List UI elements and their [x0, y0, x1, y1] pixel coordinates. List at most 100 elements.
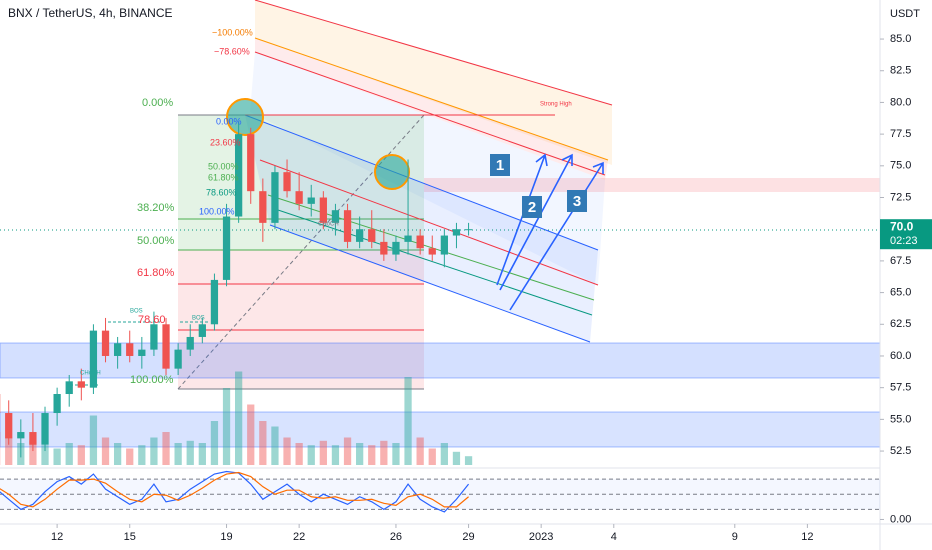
volume-bar [380, 440, 388, 465]
candle-body [343, 210, 352, 242]
badge-label: 1 [496, 157, 504, 174]
candle-body [138, 349, 146, 356]
x-tick-label: 19 [220, 531, 232, 543]
candle-body [5, 413, 13, 439]
y-tick-label: 77.5 [890, 128, 911, 140]
volume-bar [404, 377, 412, 465]
channel-line [271, 207, 593, 316]
marks [0, 121, 473, 465]
volume-bar [29, 440, 37, 465]
candle-body [380, 241, 388, 255]
volume-bar [65, 443, 73, 465]
candle-body [452, 229, 461, 236]
fib-label: 61.80% [208, 172, 239, 182]
arrows [496, 153, 604, 311]
volume-bar [198, 443, 206, 465]
volume-bar [368, 445, 376, 465]
fib-line [254, 51, 606, 176]
x-tick-label: 29 [462, 531, 474, 543]
volume-bar [428, 448, 436, 465]
candle-body [198, 324, 206, 337]
volume-bar [295, 443, 303, 465]
fib-label: 23.60% [210, 137, 241, 147]
x-tick-label: 4 [611, 531, 617, 543]
candle-body [404, 235, 412, 242]
y-tick-label: 52.5 [890, 445, 911, 457]
candle-body [368, 229, 376, 242]
candle-body [113, 343, 122, 356]
volume-bar [331, 445, 340, 465]
volume-bar [210, 421, 219, 465]
fib-zone-top [255, 0, 612, 165]
volume-bar [126, 448, 134, 465]
volume-bar [307, 445, 315, 465]
fib-label: 38.20% [137, 202, 175, 214]
y-tick-label: 57.5 [890, 382, 911, 394]
fib-label: 0.00% [216, 116, 242, 126]
volume-bar [5, 437, 13, 465]
y-tick-label: 0.00 [890, 513, 911, 525]
volume-bar [174, 443, 182, 465]
fib-zone-low [250, 52, 605, 285]
marker-circle [226, 98, 264, 136]
volume-bar [271, 426, 279, 465]
volume-bar [356, 443, 364, 465]
candle-body [186, 336, 194, 350]
fib-label: −100.00% [212, 27, 253, 37]
candle-body [295, 191, 303, 204]
candle-body [428, 248, 436, 255]
fib-label: 0.00% [142, 97, 173, 109]
volume-bar [53, 448, 61, 465]
bos-label: BOS [192, 316, 205, 322]
fib-label: 50.00% [137, 235, 175, 247]
osc-line [0, 471, 469, 508]
candle-body [271, 172, 279, 223]
channel-line [244, 114, 599, 251]
x-tick-label: 9 [732, 531, 738, 543]
candle-body [464, 229, 473, 231]
badge-label: 3 [573, 193, 581, 210]
axis-unit: USDT [890, 8, 920, 20]
candle-body [101, 330, 110, 356]
fib-label: 100.00% [199, 206, 235, 216]
volume-bar [150, 437, 158, 465]
volume-bar [343, 437, 352, 465]
candle-body [29, 432, 37, 445]
fib-zone-mid [255, 38, 608, 180]
x-tick-label: 12 [801, 531, 813, 543]
volume-bar [89, 415, 98, 465]
channel [245, 115, 598, 342]
choch-label: CHoCH [318, 222, 339, 228]
candle-body [41, 413, 49, 445]
x-tick-label: 26 [390, 531, 402, 543]
candle-body [283, 172, 291, 192]
volume-bar [101, 437, 110, 465]
fib-label: 61.80% [137, 267, 175, 279]
volume-bar [222, 388, 231, 465]
channel-line [259, 159, 599, 286]
y-tick-label: 67.5 [890, 255, 911, 267]
candle-body [356, 229, 364, 242]
candle-body [77, 381, 85, 388]
fib-label: 78.60% [206, 187, 237, 197]
supply-zone [424, 178, 880, 192]
y-tick-label: 80.0 [890, 96, 911, 108]
last-price-label: 70.0 [890, 219, 914, 233]
fib-label: 78.60 [138, 314, 166, 326]
strong-high-label: Strong High [540, 102, 572, 108]
volume-bar [452, 451, 461, 465]
choch-label: CHoCH [80, 371, 101, 377]
candle-body [392, 241, 400, 255]
candle-body [259, 191, 267, 223]
candle-body [235, 134, 243, 217]
volume-bar [41, 445, 49, 465]
badge [490, 154, 510, 176]
demand-zone [0, 411, 881, 448]
countdown: 02:23 [890, 235, 918, 247]
volume-bar [162, 432, 170, 465]
y-tick-label: 75.0 [890, 160, 911, 172]
volume-bar [113, 443, 122, 465]
x-tick-label: 22 [293, 531, 305, 543]
volume-bar [259, 421, 267, 465]
x-tick-label: 2023 [529, 531, 553, 543]
